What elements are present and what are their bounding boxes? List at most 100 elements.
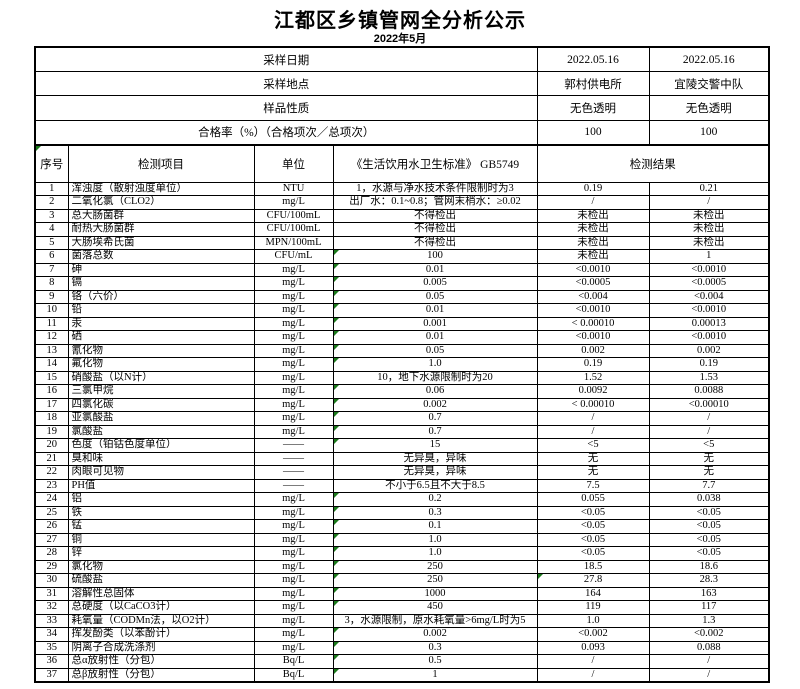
cell-unit: mg/L [253, 532, 334, 548]
table-row: 16 三氯甲烷 mg/L 0.06 0.0092 0.0088 [34, 384, 770, 399]
table-row: 27 铜 mg/L 1.0 <0.05 <0.05 [34, 532, 770, 548]
cell-result-1: 164 [536, 586, 650, 602]
sample-site-location-1: 郭村供电所 [536, 71, 650, 97]
table-header-row: 序号 检测项目 单位 《生活饮用水卫生标准》 GB5749 检测结果 [34, 143, 770, 183]
table-row: 34 挥发酚类（以苯酚计） mg/L 0.002 <0.002 <0.002 [34, 627, 770, 642]
cell-result-2: / [648, 195, 770, 210]
cell-result-1: 未检出 [536, 249, 650, 264]
cell-standard: 0.3 [332, 640, 538, 656]
cell-no: 20 [34, 438, 69, 453]
cell-no: 3 [34, 208, 69, 224]
cell-result-2: 1 [648, 249, 770, 264]
cell-item: 总硬度（以CaCO3计） [67, 600, 255, 615]
cell-no: 11 [34, 316, 69, 332]
cell-standard: 1.0 [332, 546, 538, 561]
cell-unit: mg/L [253, 492, 334, 507]
cell-standard: 无异臭，异味 [332, 451, 538, 467]
cell-no: 34 [34, 627, 69, 642]
cell-result-2: <0.002 [648, 627, 770, 642]
cell-no: 22 [34, 465, 69, 480]
analysis-table: 采样日期 2022.05.16 2022.05.16 采样地点 郭村供电所 宜陵… [34, 46, 770, 684]
cell-item: 总α放射性（分包） [67, 654, 255, 669]
table-row: 23 PH值 —— 不小于6.5且不大于8.5 7.5 7.7 [34, 478, 770, 494]
cell-unit: —— [253, 451, 334, 467]
cell-no: 14 [34, 357, 69, 372]
cell-unit: Bq/L [253, 667, 334, 683]
cell-no: 21 [34, 451, 69, 467]
cell-unit: mg/L [253, 519, 334, 534]
cell-item: 亚氯酸盐 [67, 411, 255, 426]
info-label-sample-date: 采样日期 [34, 46, 538, 73]
cell-item: 阴离子合成洗涤剂 [67, 640, 255, 656]
cell-result-2: <0.05 [648, 532, 770, 548]
cell-unit: CFU/100mL [253, 222, 334, 237]
cell-standard: 100 [332, 249, 538, 264]
table-row: 35 阴离子合成洗涤剂 mg/L 0.3 0.093 0.088 [34, 640, 770, 656]
cell-standard: 不得检出 [332, 222, 538, 237]
cell-result-1: 27.8 [536, 573, 650, 588]
cell-standard: 不小于6.5且不大于8.5 [332, 478, 538, 494]
cell-no: 6 [34, 249, 69, 264]
table-row: 4 耐热大肠菌群 CFU/100mL 不得检出 未检出 未检出 [34, 222, 770, 237]
sample-nature-location-2: 无色透明 [648, 95, 770, 121]
cell-result-1: <0.05 [536, 505, 650, 521]
cell-item: 硝酸盐（以N计） [67, 370, 255, 386]
cell-no: 36 [34, 654, 69, 669]
cell-item: 铁 [67, 505, 255, 521]
table-row: 28 锌 mg/L 1.0 <0.05 <0.05 [34, 546, 770, 561]
cell-standard: 0.002 [332, 627, 538, 642]
cell-result-2: / [648, 667, 770, 683]
cell-unit: mg/L [253, 357, 334, 372]
cell-result-1: < 0.00010 [536, 397, 650, 413]
cell-result-2: <0.00010 [648, 397, 770, 413]
cell-unit: mg/L [253, 397, 334, 413]
info-label-pass-rate: 合格率（%）（合格项次／总项次） [34, 119, 538, 146]
cell-result-2: / [648, 411, 770, 426]
cell-unit: MPN/100mL [253, 235, 334, 251]
cell-result-1: <0.0010 [536, 262, 650, 278]
cell-result-1: <0.05 [536, 546, 650, 561]
cell-result-2: <0.004 [648, 289, 770, 305]
cell-no: 7 [34, 262, 69, 278]
table-row: 30 硫酸盐 mg/L 250 27.8 28.3 [34, 573, 770, 588]
cell-unit: mg/L [253, 546, 334, 561]
cell-result-1: 0.093 [536, 640, 650, 656]
info-row-sample-nature: 样品性质 无色透明 无色透明 [34, 95, 770, 121]
cell-result-1: 0.002 [536, 343, 650, 359]
info-row-sample-date: 采样日期 2022.05.16 2022.05.16 [34, 46, 770, 73]
table-row: 17 四氯化碳 mg/L 0.002 < 0.00010 <0.00010 [34, 397, 770, 413]
table-row: 21 臭和味 —— 无异臭，异味 无 无 [34, 451, 770, 467]
cell-standard: 1.0 [332, 532, 538, 548]
cell-result-1: <5 [536, 438, 650, 453]
cell-unit: —— [253, 478, 334, 494]
cell-unit: mg/L [253, 289, 334, 305]
cell-unit: mg/L [253, 276, 334, 291]
cell-result-2: 无 [648, 451, 770, 467]
cell-no: 33 [34, 613, 69, 629]
cell-item: 汞 [67, 316, 255, 332]
cell-result-1: 未检出 [536, 235, 650, 251]
cell-item: 氯化物 [67, 559, 255, 575]
cell-no: 28 [34, 546, 69, 561]
cell-standard: 1.0 [332, 357, 538, 372]
cell-unit: NTU [253, 181, 334, 197]
cell-result-1: <0.05 [536, 519, 650, 534]
cell-item: 臭和味 [67, 451, 255, 467]
cell-no: 27 [34, 532, 69, 548]
cell-result-2: 1.3 [648, 613, 770, 629]
cell-standard: 0.01 [332, 262, 538, 278]
cell-standard: 0.7 [332, 411, 538, 426]
cell-no: 12 [34, 330, 69, 345]
cell-item: 三氯甲烷 [67, 384, 255, 399]
info-label-sample-site: 采样地点 [34, 71, 538, 97]
table-row: 15 硝酸盐（以N计） mg/L 10，地下水源限制时为20 1.52 1.53 [34, 370, 770, 386]
cell-no: 24 [34, 492, 69, 507]
cell-unit: CFU/100mL [253, 208, 334, 224]
cell-standard: 0.06 [332, 384, 538, 399]
cell-unit: mg/L [253, 505, 334, 521]
table-row: 10 铅 mg/L 0.01 <0.0010 <0.0010 [34, 303, 770, 318]
cell-standard: 1，水源与净水技术条件限制时为3 [332, 181, 538, 197]
cell-unit: mg/L [253, 330, 334, 345]
table-row: 32 总硬度（以CaCO3计） mg/L 450 119 117 [34, 600, 770, 615]
cell-item: 硫酸盐 [67, 573, 255, 588]
